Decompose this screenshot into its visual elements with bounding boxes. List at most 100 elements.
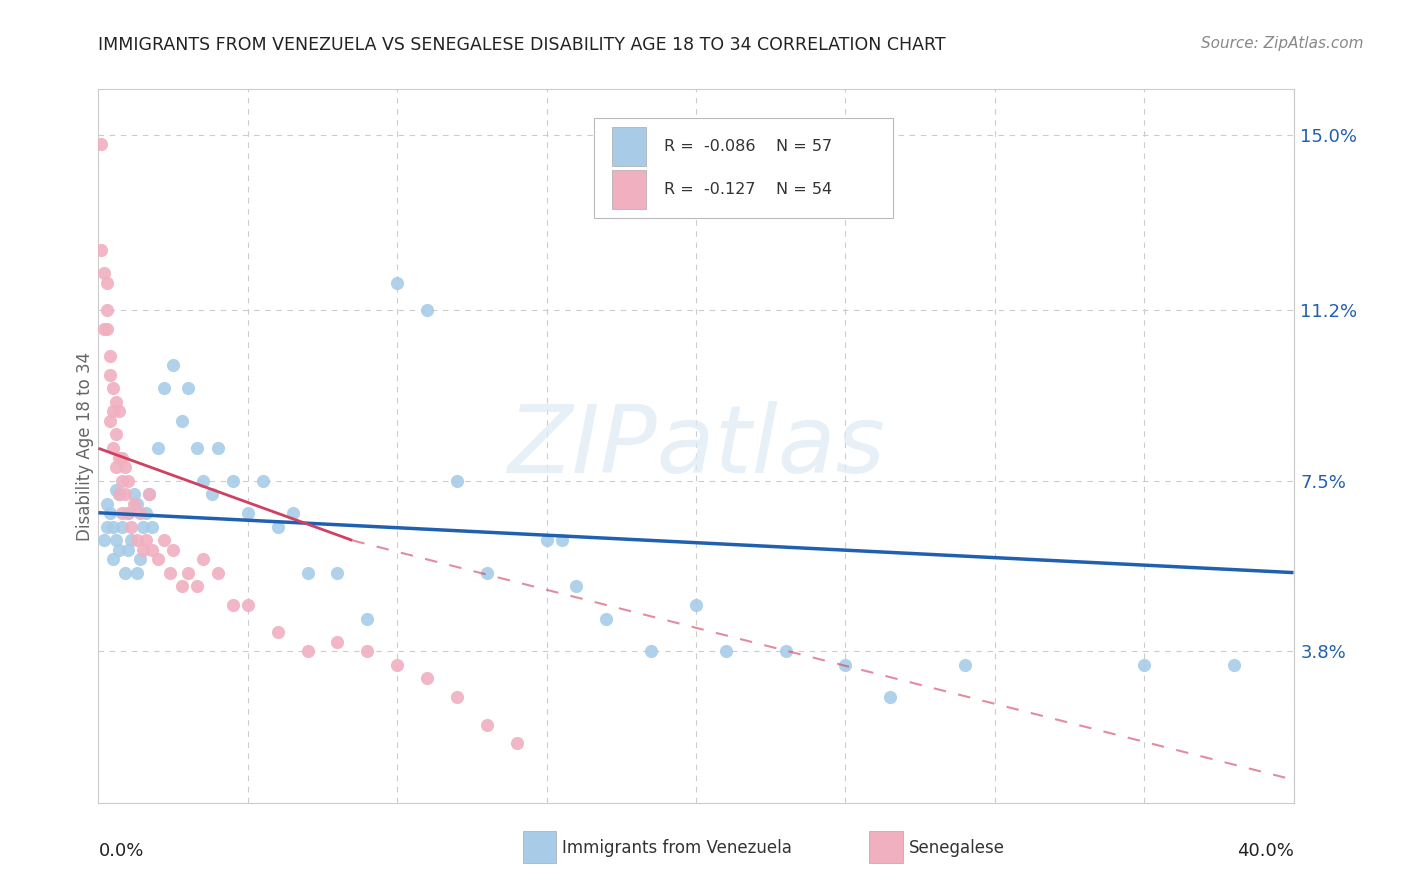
Point bbox=[475, 717, 498, 731]
Point bbox=[775, 644, 797, 658]
Point bbox=[536, 533, 558, 548]
Point bbox=[93, 533, 115, 548]
Point bbox=[172, 414, 194, 428]
Point bbox=[93, 266, 115, 280]
Text: Senegalese: Senegalese bbox=[908, 838, 1005, 856]
Point bbox=[550, 533, 572, 548]
Point bbox=[111, 450, 134, 465]
Bar bbox=[613, 127, 645, 166]
Point bbox=[953, 657, 976, 672]
Point bbox=[103, 519, 125, 533]
Point bbox=[162, 359, 184, 373]
Point bbox=[129, 506, 152, 520]
Text: IMMIGRANTS FROM VENEZUELA VS SENEGALESE DISABILITY AGE 18 TO 34 CORRELATION CHAR: IMMIGRANTS FROM VENEZUELA VS SENEGALESE … bbox=[98, 36, 946, 54]
Point bbox=[1133, 657, 1156, 672]
Point bbox=[96, 321, 118, 335]
Point bbox=[138, 487, 160, 501]
Point bbox=[385, 276, 409, 290]
Text: R =  -0.127    N = 54: R = -0.127 N = 54 bbox=[664, 182, 832, 197]
Bar bbox=[523, 831, 557, 863]
Point bbox=[108, 542, 131, 557]
Point bbox=[111, 519, 134, 533]
Point bbox=[685, 598, 707, 612]
Text: Source: ZipAtlas.com: Source: ZipAtlas.com bbox=[1201, 36, 1364, 51]
Point bbox=[127, 533, 149, 548]
Point bbox=[96, 497, 118, 511]
Point bbox=[385, 657, 409, 672]
Point bbox=[108, 450, 131, 465]
Point bbox=[105, 483, 128, 497]
Point bbox=[222, 598, 245, 612]
Bar bbox=[869, 831, 903, 863]
Point bbox=[103, 404, 125, 418]
Point bbox=[127, 497, 149, 511]
Bar bbox=[613, 169, 645, 209]
Point bbox=[201, 487, 224, 501]
Point bbox=[356, 612, 378, 626]
Point bbox=[252, 474, 274, 488]
Point bbox=[267, 625, 290, 640]
Point bbox=[153, 381, 176, 395]
Point bbox=[297, 566, 319, 580]
Point bbox=[236, 506, 259, 520]
Point bbox=[207, 442, 229, 456]
Point bbox=[93, 321, 115, 335]
Point bbox=[90, 244, 112, 258]
Point bbox=[108, 487, 131, 501]
Point bbox=[100, 414, 122, 428]
Point bbox=[114, 459, 136, 474]
Point bbox=[222, 474, 245, 488]
Point bbox=[138, 487, 160, 501]
Point bbox=[236, 598, 259, 612]
Point bbox=[100, 368, 122, 382]
Point bbox=[124, 497, 146, 511]
Point bbox=[132, 542, 155, 557]
Point bbox=[108, 487, 131, 501]
Point bbox=[105, 427, 128, 442]
Point bbox=[103, 442, 125, 456]
Point bbox=[132, 519, 155, 533]
Point bbox=[281, 506, 304, 520]
Point bbox=[117, 506, 139, 520]
Point bbox=[326, 566, 349, 580]
Point bbox=[120, 519, 142, 533]
Point bbox=[153, 533, 176, 548]
Point bbox=[177, 381, 200, 395]
Point bbox=[1223, 657, 1246, 672]
Point bbox=[103, 551, 125, 566]
Point bbox=[595, 612, 617, 626]
Point bbox=[297, 644, 319, 658]
Point bbox=[114, 566, 136, 580]
Point bbox=[506, 736, 529, 750]
Point bbox=[141, 519, 163, 533]
Point bbox=[640, 644, 662, 658]
Point bbox=[191, 551, 214, 566]
Point bbox=[127, 566, 149, 580]
Point bbox=[90, 137, 112, 152]
Point bbox=[416, 303, 439, 318]
Point bbox=[111, 506, 134, 520]
Text: 40.0%: 40.0% bbox=[1237, 842, 1294, 860]
Point bbox=[96, 519, 118, 533]
Point bbox=[105, 533, 128, 548]
Point bbox=[191, 474, 214, 488]
Point bbox=[124, 487, 146, 501]
Point bbox=[105, 459, 128, 474]
Point bbox=[148, 551, 170, 566]
Point bbox=[565, 579, 588, 593]
Point bbox=[416, 672, 439, 686]
Point bbox=[103, 381, 125, 395]
Point bbox=[148, 442, 170, 456]
Point bbox=[879, 690, 901, 704]
Point bbox=[162, 542, 184, 557]
Point bbox=[120, 533, 142, 548]
Text: 0.0%: 0.0% bbox=[98, 842, 143, 860]
Point bbox=[207, 566, 229, 580]
Point bbox=[446, 690, 468, 704]
Point bbox=[117, 506, 139, 520]
Text: Immigrants from Venezuela: Immigrants from Venezuela bbox=[562, 838, 792, 856]
Text: R =  -0.086    N = 57: R = -0.086 N = 57 bbox=[664, 139, 832, 154]
Point bbox=[108, 404, 131, 418]
Point bbox=[111, 474, 134, 488]
Point bbox=[326, 634, 349, 648]
